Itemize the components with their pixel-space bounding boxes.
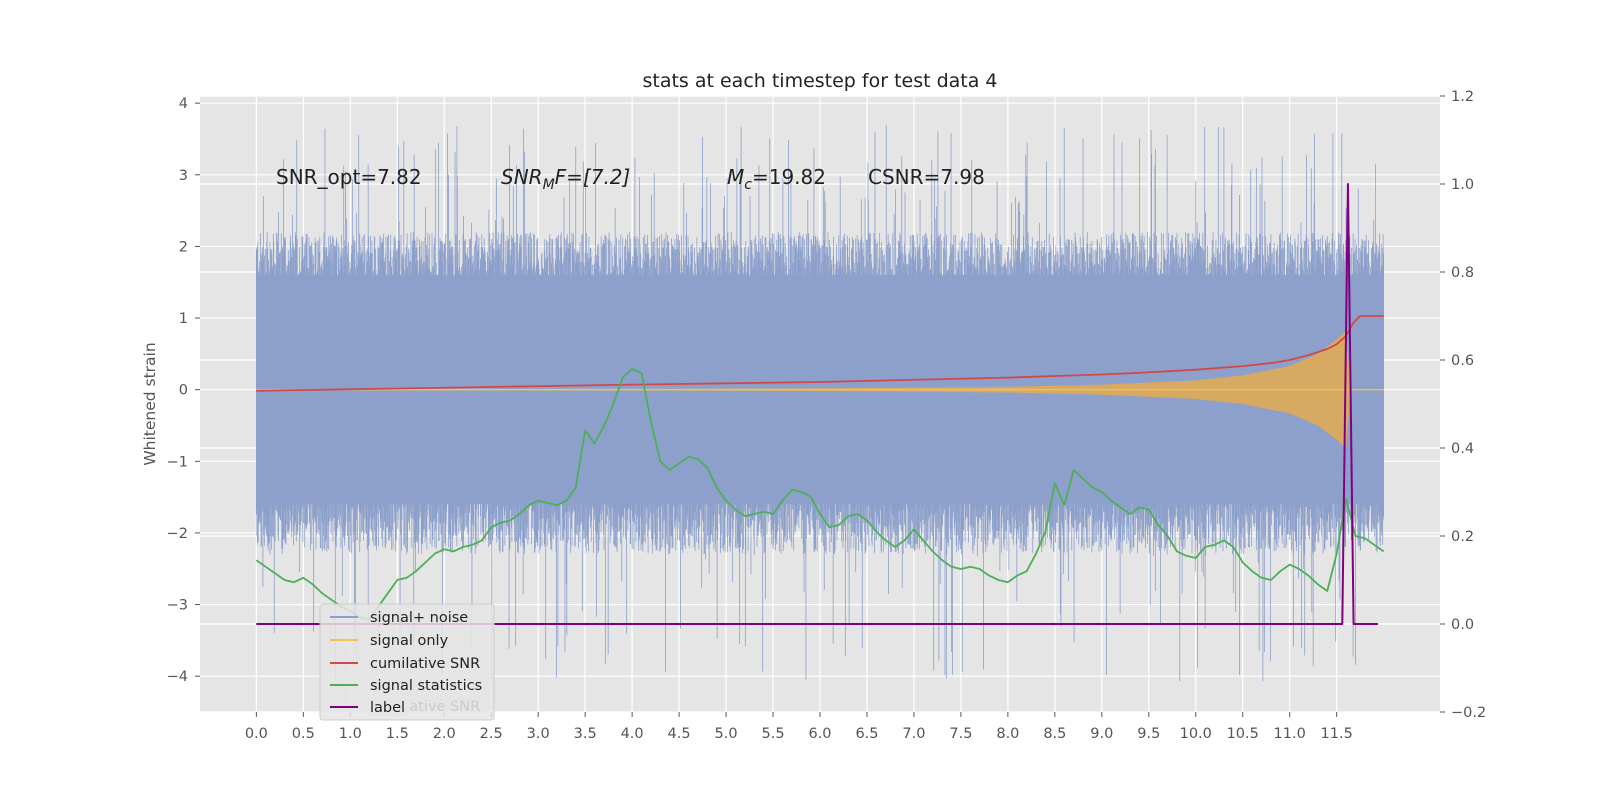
y2-tick-label-1: 1.0 [1451,177,1474,193]
x-tick-label-18: 9.0 [1090,726,1113,742]
y2-tick-label-7: −0.2 [1451,705,1486,721]
y-axis-label: Whitened strain [141,342,159,465]
annotation-mc-main: M [727,165,744,189]
x-tick-label-16: 8.0 [996,726,1019,742]
x-tick-label-23: 11.5 [1321,726,1353,742]
legend-label-signal-statistics: signal statistics [370,678,482,694]
y-tick-label-0: 4 [179,96,188,112]
cumulative-snr-line [256,315,1384,392]
x-tick-label-8: 4.0 [621,726,644,742]
legend-box [319,603,495,721]
y2-tick-label-4: 0.4 [1451,441,1474,457]
y2-tick-label-6: 0.0 [1451,617,1474,633]
y2-tick-label-3: 0.6 [1451,353,1474,369]
x-tick-label-19: 9.5 [1137,726,1160,742]
legend-label-cumulative-snr: cumilative SNR [370,656,480,672]
legend-label-signal-noise: signal+ noise [370,610,468,626]
legend-label-label: label [370,700,405,716]
y-tick-label-4: 0 [179,383,188,399]
y2-tick-label-0: 1.2 [1451,89,1474,105]
signal-only-series [256,330,1384,449]
annotation-snr-opt: SNR_opt=7.82 [276,165,422,189]
x-tick-label-17: 8.5 [1043,726,1066,742]
annotation-mc-rest: =19.82 [752,165,826,189]
legend-label-mask [368,696,408,716]
y-tick-label-3: 1 [179,311,188,327]
x-tick-label-3: 1.5 [386,726,409,742]
x-tick-label-2: 1.0 [339,726,362,742]
x-tick-label-4: 2.0 [433,726,456,742]
signal-statistics-line [255,367,1385,621]
axes: 0.0 0.5 1.0 1.5 2.0 2.5 3.0 3.5 4.0 4.5 5.0 5.5 6.0 6… [167,89,1487,742]
x-tick-label-21: 10.5 [1227,726,1259,742]
label-line [256,183,1378,625]
x-tick-label-6: 3.0 [527,726,550,742]
x-tick-label-10: 5.0 [715,726,738,742]
annotation-snr-mf-sub: M [543,177,555,193]
x-tick-label-22: 11.0 [1274,726,1306,742]
x-tick-label-0: 0.0 [245,726,268,742]
x-tick-label-12: 6.0 [808,726,831,742]
statistics-series [255,183,1385,625]
y-tick-label-7: −3 [167,598,188,614]
y2-tick-label-2: 0.8 [1451,265,1474,281]
x-tick-label-1: 0.5 [292,726,315,742]
annotation-snr-mf-rest: F=[7.2] [555,165,631,189]
y-tick-label-1: 3 [179,168,188,184]
annotation-snr-mf-main: SNR [501,165,543,189]
x-tick-label-14: 7.0 [902,726,925,742]
chart-title: stats at each timestep for test data 4 [642,70,997,92]
x-tick-label-7: 3.5 [574,726,597,742]
annotation-csnr: CSNR=7.98 [868,165,985,189]
annotation-mc-sub: c [744,177,752,193]
legend: cumilative SNR signal+ noise signal only… [319,603,495,721]
x-tick-label-11: 5.5 [761,726,784,742]
y-tick-label-5: −1 [167,454,188,470]
y2-tick-label-5: 0.2 [1451,529,1474,545]
y-tick-label-8: −4 [167,669,188,685]
x-tick-label-15: 7.5 [949,726,972,742]
annotation-snr-mf: SNRMF=[7.2] [501,165,630,193]
y-tick-label-2: 2 [179,239,188,255]
y-tick-label-6: −2 [167,526,188,542]
x-tick-label-20: 10.0 [1180,726,1212,742]
x-tick-label-9: 4.5 [668,726,691,742]
legend-label-signal-only: signal only [370,633,449,649]
x-tick-label-13: 6.5 [855,726,878,742]
annotation-mc: Mc=19.82 [727,165,826,193]
x-tick-label-5: 2.5 [480,726,503,742]
